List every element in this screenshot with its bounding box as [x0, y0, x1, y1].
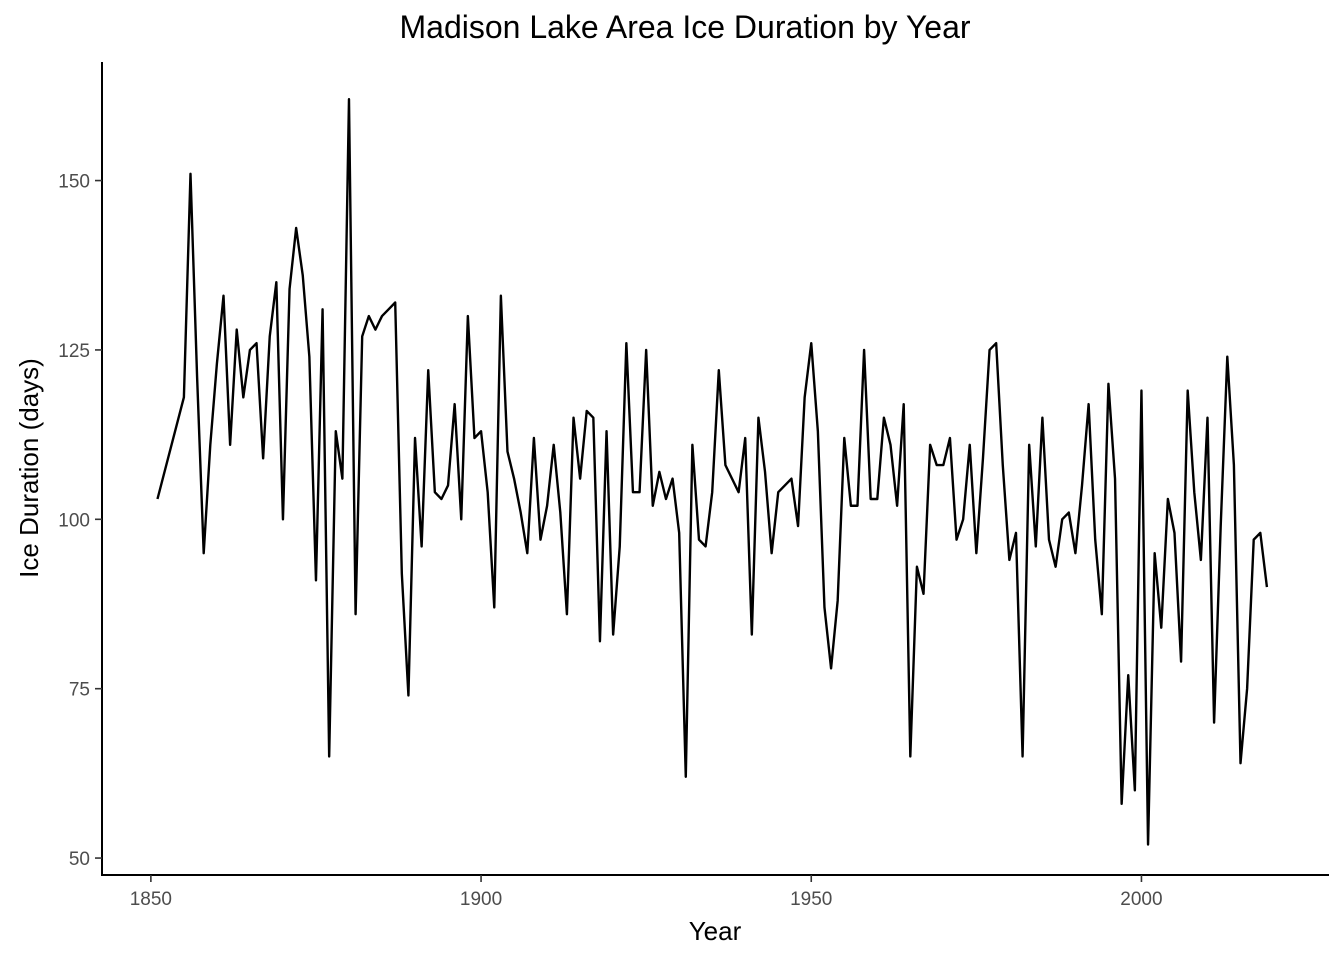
y-axis-title: Ice Duration (days) — [14, 358, 44, 578]
x-tick-label: 1850 — [130, 889, 172, 910]
y-tick-label: 75 — [69, 680, 90, 701]
y-tick-label: 100 — [58, 510, 90, 531]
y-tick-label: 125 — [58, 341, 90, 362]
y-tick-label: 150 — [58, 172, 90, 193]
series-line — [156, 98, 1269, 846]
x-tick-label: 1950 — [790, 889, 832, 910]
plot-area — [156, 98, 1269, 846]
y-axis-ticks: 50 75 100 125 150 — [58, 172, 102, 870]
x-axis-ticks: 1850 1900 1950 2000 — [130, 875, 1163, 910]
x-axis-title: Year — [689, 916, 742, 946]
chart-title: Madison Lake Area Ice Duration by Year — [399, 9, 970, 45]
x-tick-label: 1900 — [460, 889, 502, 910]
x-tick-label: 2000 — [1120, 889, 1162, 910]
y-tick-label: 50 — [69, 849, 90, 870]
